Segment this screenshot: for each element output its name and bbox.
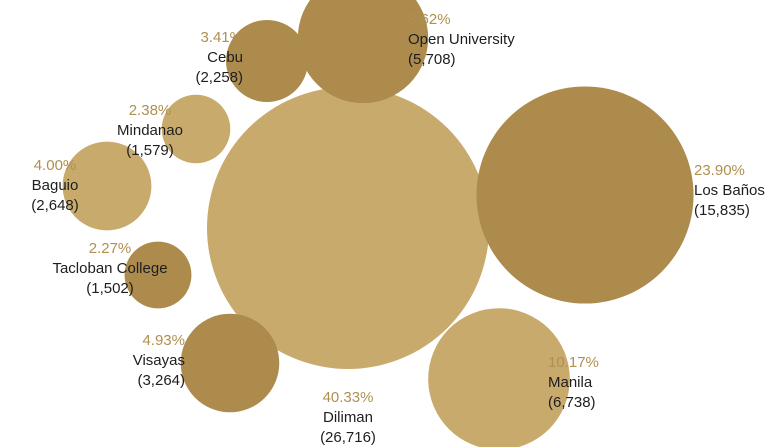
- bubble-open-university: [297, 0, 429, 104]
- unit-name-los-banos: Los Baños: [694, 182, 765, 199]
- bubble-visayas: [180, 313, 280, 413]
- value-label-diliman: (26,716): [320, 429, 376, 446]
- percent-label-open-university: 8.62%: [408, 11, 451, 28]
- value-label-cebu: (2,258): [195, 69, 243, 86]
- value-label-manila: (6,738): [548, 394, 596, 411]
- bubble-tacloban-college: [124, 241, 192, 309]
- percent-label-manila: 10.17%: [548, 354, 599, 371]
- percent-label-cebu: 3.41%: [200, 29, 243, 46]
- value-label-visayas: (3,264): [137, 372, 185, 389]
- bubble-mindanao: [161, 94, 231, 164]
- bubble-diliman: [207, 87, 489, 369]
- value-label-open-university: (5,708): [408, 51, 456, 68]
- percent-label-los-banos: 23.90%: [694, 162, 745, 179]
- percent-label-baguio: 4.00%: [34, 157, 77, 174]
- percent-label-visayas: 4.93%: [142, 332, 185, 349]
- unit-name-open-university: Open University: [408, 31, 515, 48]
- unit-name-mindanao: Mindanao: [117, 122, 183, 139]
- value-label-los-banos: (15,835): [694, 202, 750, 219]
- unit-name-tacloban-college: Tacloban College: [52, 260, 167, 277]
- bubble-manila: [428, 308, 570, 447]
- percent-label-diliman: 40.33%: [323, 389, 374, 406]
- unit-name-baguio: Baguio: [32, 177, 79, 194]
- unit-name-visayas: Visayas: [133, 352, 185, 369]
- bubble-cebu: [226, 20, 308, 102]
- unit-name-manila: Manila: [548, 374, 593, 391]
- value-label-baguio: (2,648): [31, 197, 79, 214]
- bubble-baguio: [62, 141, 152, 231]
- percent-label-tacloban-college: 2.27%: [89, 240, 132, 257]
- bubble-los-banos: [476, 86, 694, 304]
- unit-name-cebu: Cebu: [207, 49, 243, 66]
- percent-label-mindanao: 2.38%: [129, 102, 172, 119]
- value-label-mindanao: (1,579): [126, 142, 174, 159]
- value-label-tacloban-college: (1,502): [86, 280, 134, 297]
- unit-name-diliman: Diliman: [323, 409, 373, 426]
